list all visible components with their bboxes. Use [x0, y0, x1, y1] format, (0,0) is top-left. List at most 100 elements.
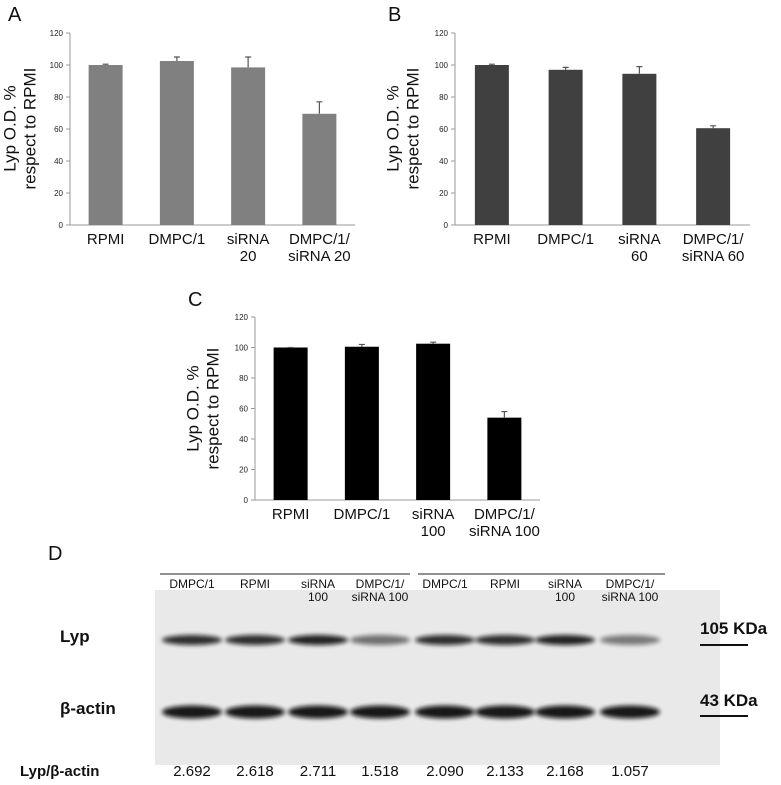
x-tick-label: siRNA 20 [226, 231, 270, 265]
ratio-value: 1.518 [361, 763, 399, 780]
x-tick-label: siRNA 100 [411, 506, 455, 540]
x-tick-label: RPMI [86, 231, 125, 248]
y-tick-label: 20 [439, 189, 448, 198]
x-tick-label: DMPC/1/ siRNA 100 [468, 506, 540, 540]
lane-label: DMPC/1/ siRNA 100 [601, 577, 659, 605]
panel-label: D [48, 543, 63, 565]
error-bar [316, 101, 323, 114]
row-label: β-actin [60, 699, 116, 718]
lane-label: RPMI [240, 577, 270, 591]
error-bar [102, 63, 109, 65]
x-tick-label: DMPC/1 [537, 231, 594, 248]
y-tick-label: 80 [54, 93, 63, 102]
error-bar [245, 56, 252, 68]
blot-band [475, 705, 535, 719]
x-tick-label: DMPC/1 [148, 231, 206, 248]
blot-band [535, 705, 595, 719]
blot-band [475, 635, 535, 645]
ratio-value: 2.618 [236, 763, 274, 780]
error-bar [430, 341, 437, 344]
x-tick-label: DMPC/1 [333, 506, 391, 523]
bar [696, 128, 731, 225]
x-tick-label: DMPC/1/ siRNA 60 [681, 231, 745, 265]
ratio-value: 2.090 [426, 763, 464, 780]
bar [159, 61, 194, 225]
y-tick-label: 100 [435, 61, 449, 70]
y-tick-label: 20 [239, 466, 248, 475]
error-bar [488, 63, 495, 65]
bar [88, 65, 123, 225]
error-bar [173, 56, 180, 61]
error-bar [358, 343, 365, 347]
row-label: Lyp [60, 627, 90, 646]
blot-band [600, 705, 660, 719]
y-tick-label: 80 [239, 374, 248, 383]
x-tick-label: siRNA 60 [618, 231, 661, 265]
ratio-label: Lyp/β-actin [20, 763, 100, 780]
blot-background [155, 590, 720, 765]
y-tick-label: 100 [50, 61, 64, 70]
y-tick-label: 0 [244, 496, 249, 505]
y-tick-label: 100 [235, 344, 249, 353]
blot-band [288, 635, 348, 645]
y-axis-label: Lyp O.D. % respect to RPMI [0, 67, 39, 190]
panel-label: A [8, 4, 22, 26]
y-tick-label: 60 [54, 125, 63, 134]
x-tick-label: RPMI [473, 231, 511, 248]
y-tick-label: 120 [235, 313, 249, 322]
lane-label: RPMI [490, 577, 520, 591]
y-axis-label: Lyp O.D. % respect to RPMI [383, 67, 422, 190]
x-tick-label: RPMI [271, 506, 310, 523]
bar [231, 67, 266, 226]
ratio-value: 2.168 [546, 763, 584, 780]
blot-band [225, 705, 285, 719]
y-tick-label: 0 [444, 221, 449, 230]
ratio-value: 2.711 [299, 763, 337, 780]
y-tick-label: 0 [59, 221, 64, 230]
y-tick-label: 40 [439, 157, 448, 166]
ratio-value: 2.692 [173, 763, 211, 780]
blot-band [600, 635, 660, 645]
bar [302, 113, 337, 225]
y-tick-label: 120 [435, 29, 449, 38]
bar [416, 343, 451, 500]
error-bar [562, 66, 569, 70]
y-tick-label: 60 [239, 405, 248, 414]
y-tick-label: 40 [54, 157, 63, 166]
error-bar [710, 125, 717, 129]
panel-label: C [188, 289, 203, 311]
ratio-value: 2.133 [486, 763, 524, 780]
y-tick-label: 40 [239, 435, 248, 444]
blot-band [162, 705, 222, 719]
blot-band [288, 705, 348, 719]
marker-label: 43 KDa [700, 691, 758, 710]
y-tick-label: 80 [439, 93, 448, 102]
lane-label: DMPC/1 [169, 577, 215, 591]
bar [344, 346, 379, 500]
y-tick-label: 120 [50, 29, 64, 38]
bar [474, 65, 509, 225]
bar [548, 69, 583, 225]
error-bar [636, 66, 643, 74]
y-tick-label: 20 [54, 189, 63, 198]
bar [622, 73, 657, 225]
lane-label: DMPC/1 [422, 577, 468, 591]
blot-band [225, 635, 285, 645]
bar [273, 347, 308, 500]
blot-band [350, 635, 410, 645]
panel-label: B [388, 4, 402, 26]
lane-label: DMPC/1/ siRNA 100 [351, 577, 409, 605]
bar [487, 417, 522, 500]
blot-band [415, 635, 475, 645]
error-bar [501, 410, 508, 418]
x-tick-label: DMPC/1/ siRNA 20 [288, 231, 351, 265]
blot-band [535, 635, 595, 645]
marker-label: 105 KDa [700, 619, 768, 638]
ratio-value: 1.057 [611, 763, 649, 780]
lane-label: siRNA 100 [300, 577, 335, 605]
blot-band [350, 705, 410, 719]
y-axis-label: Lyp O.D. % respect to RPMI [183, 347, 222, 469]
y-tick-label: 60 [439, 125, 448, 134]
